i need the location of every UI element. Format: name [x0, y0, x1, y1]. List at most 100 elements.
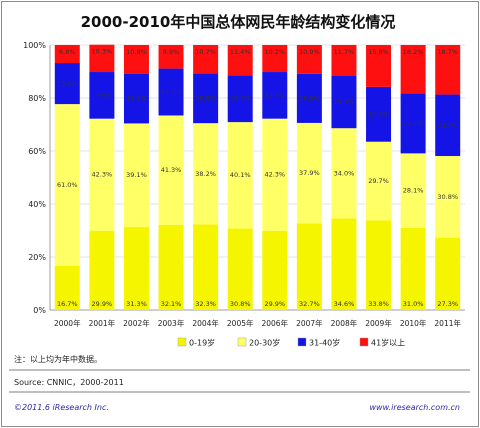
legend: 0-19岁 20-30岁 31-40岁 41岁以上 — [177, 337, 405, 348]
data-label: 10.3% — [92, 48, 113, 56]
data-label: 29.9% — [264, 300, 285, 308]
data-label: 16.7% — [57, 300, 78, 308]
bar-segment — [89, 44, 115, 73]
bar-segment — [54, 104, 80, 266]
bar-segment — [158, 45, 184, 69]
bar-segment — [435, 156, 461, 238]
bar-segment — [331, 45, 357, 77]
legend-label: 41岁以上 — [371, 338, 405, 348]
legend-label: 0-19岁 — [189, 338, 215, 348]
y-tick-label: 40% — [28, 200, 46, 209]
bar-segment — [262, 118, 288, 231]
data-label: 29.7% — [368, 177, 389, 185]
data-label: 31.3% — [126, 300, 147, 308]
data-label: 19.7% — [334, 98, 355, 106]
bar-segment — [123, 45, 149, 74]
bar-segment — [296, 122, 322, 224]
y-tick-label: 80% — [28, 94, 46, 103]
bar-segment — [400, 93, 426, 154]
data-label: 17.7% — [161, 88, 182, 96]
data-label: 42.3% — [92, 171, 113, 179]
bar-segment — [123, 123, 149, 228]
legend-label: 31-40岁 — [309, 338, 340, 348]
x-tick-label: 2000年 — [54, 318, 81, 328]
bar-segment — [331, 128, 357, 219]
data-label: 34.6% — [334, 300, 355, 308]
note-text: 注：以上均为年中数据。 — [14, 354, 102, 364]
bar-segment — [89, 230, 115, 310]
bar-segment — [89, 118, 115, 231]
x-tick-label: 2005年 — [227, 318, 254, 328]
legend-label: 20-30岁 — [249, 338, 280, 348]
y-tick-label: 60% — [28, 147, 46, 156]
data-label: 11.7% — [334, 48, 355, 56]
data-label: 32.7% — [299, 300, 320, 308]
data-label: 31.0% — [403, 300, 424, 308]
bar-segment — [262, 230, 288, 310]
data-label: 17.6% — [264, 91, 285, 99]
data-label: 27.3% — [437, 300, 458, 308]
bar-segment — [296, 223, 322, 310]
data-label: 10.9% — [299, 48, 320, 56]
data-label: 28.1% — [403, 187, 424, 195]
bar-segment — [366, 141, 392, 221]
bar-segment — [262, 72, 288, 119]
copyright-text: ©2011.6 iResearch Inc. — [14, 403, 109, 412]
bar-segment — [435, 94, 461, 157]
plot-area: 0% 20% 40% 60% 80% 100% 16.7% 61.0% 15.5% 6.8% 200… — [23, 41, 465, 328]
website-link[interactable]: www.iresearch.com.cn — [370, 403, 460, 412]
bar-segment — [54, 63, 80, 105]
data-label: 17.6% — [92, 91, 113, 99]
data-label: 17.7% — [230, 95, 251, 103]
data-label: 33.8% — [368, 300, 389, 308]
x-tick-label: 2010年 — [400, 318, 427, 328]
data-label: 11.4% — [230, 48, 251, 56]
legend-swatch — [237, 337, 247, 347]
data-label: 32.3% — [195, 300, 216, 308]
data-label: 18.8% — [126, 95, 147, 103]
x-tick-label: 2006年 — [261, 318, 288, 328]
data-label: 10.7% — [195, 48, 216, 56]
bar-segment — [366, 86, 392, 142]
bar-segment — [158, 68, 184, 116]
data-label: 10.2% — [264, 48, 285, 56]
data-label: 18.7% — [437, 48, 458, 56]
data-label: 40.1% — [230, 171, 251, 179]
bar-segment — [54, 45, 80, 64]
data-label: 38.2% — [195, 170, 216, 178]
bar-segment — [366, 220, 392, 310]
bar-segment — [193, 224, 219, 310]
bar-segment — [262, 45, 288, 73]
bar-segment — [400, 153, 426, 228]
x-tick-label: 2004年 — [192, 318, 219, 328]
data-label: 8.9% — [163, 48, 180, 56]
y-tick-label: 0% — [33, 306, 46, 315]
data-label: 30.8% — [437, 193, 458, 201]
bar-segment — [89, 72, 115, 119]
bar-segment — [296, 45, 322, 74]
x-tick-label: 2008年 — [331, 318, 358, 328]
x-tick-label: 2001年 — [89, 318, 116, 328]
data-label: 22.7% — [403, 119, 424, 127]
bar-segment — [158, 224, 184, 310]
data-label: 42.3% — [264, 171, 285, 179]
data-label: 32.1% — [161, 300, 182, 308]
data-label: 30.8% — [230, 300, 251, 308]
source-text: Source: CNNIC，2000-2011 — [14, 378, 124, 387]
bar-segment — [331, 218, 357, 310]
bar-segment — [366, 45, 392, 87]
x-tick-label: 2002年 — [123, 318, 150, 328]
data-label: 41.3% — [161, 166, 182, 174]
bar-segment — [123, 73, 149, 124]
y-tick-label: 100% — [23, 41, 46, 50]
data-label: 18.8% — [195, 94, 216, 102]
data-label: 18.5% — [299, 94, 320, 102]
bar-segment — [400, 227, 426, 310]
x-tick-label: 2011年 — [434, 318, 461, 328]
x-tick-label: 2007年 — [296, 318, 323, 328]
chart-title: 2000-2010年中国总体网民年龄结构变化情况 — [81, 13, 396, 31]
bar-segment — [158, 115, 184, 225]
data-label: 15.8% — [368, 48, 389, 56]
bar-segment — [227, 75, 253, 123]
